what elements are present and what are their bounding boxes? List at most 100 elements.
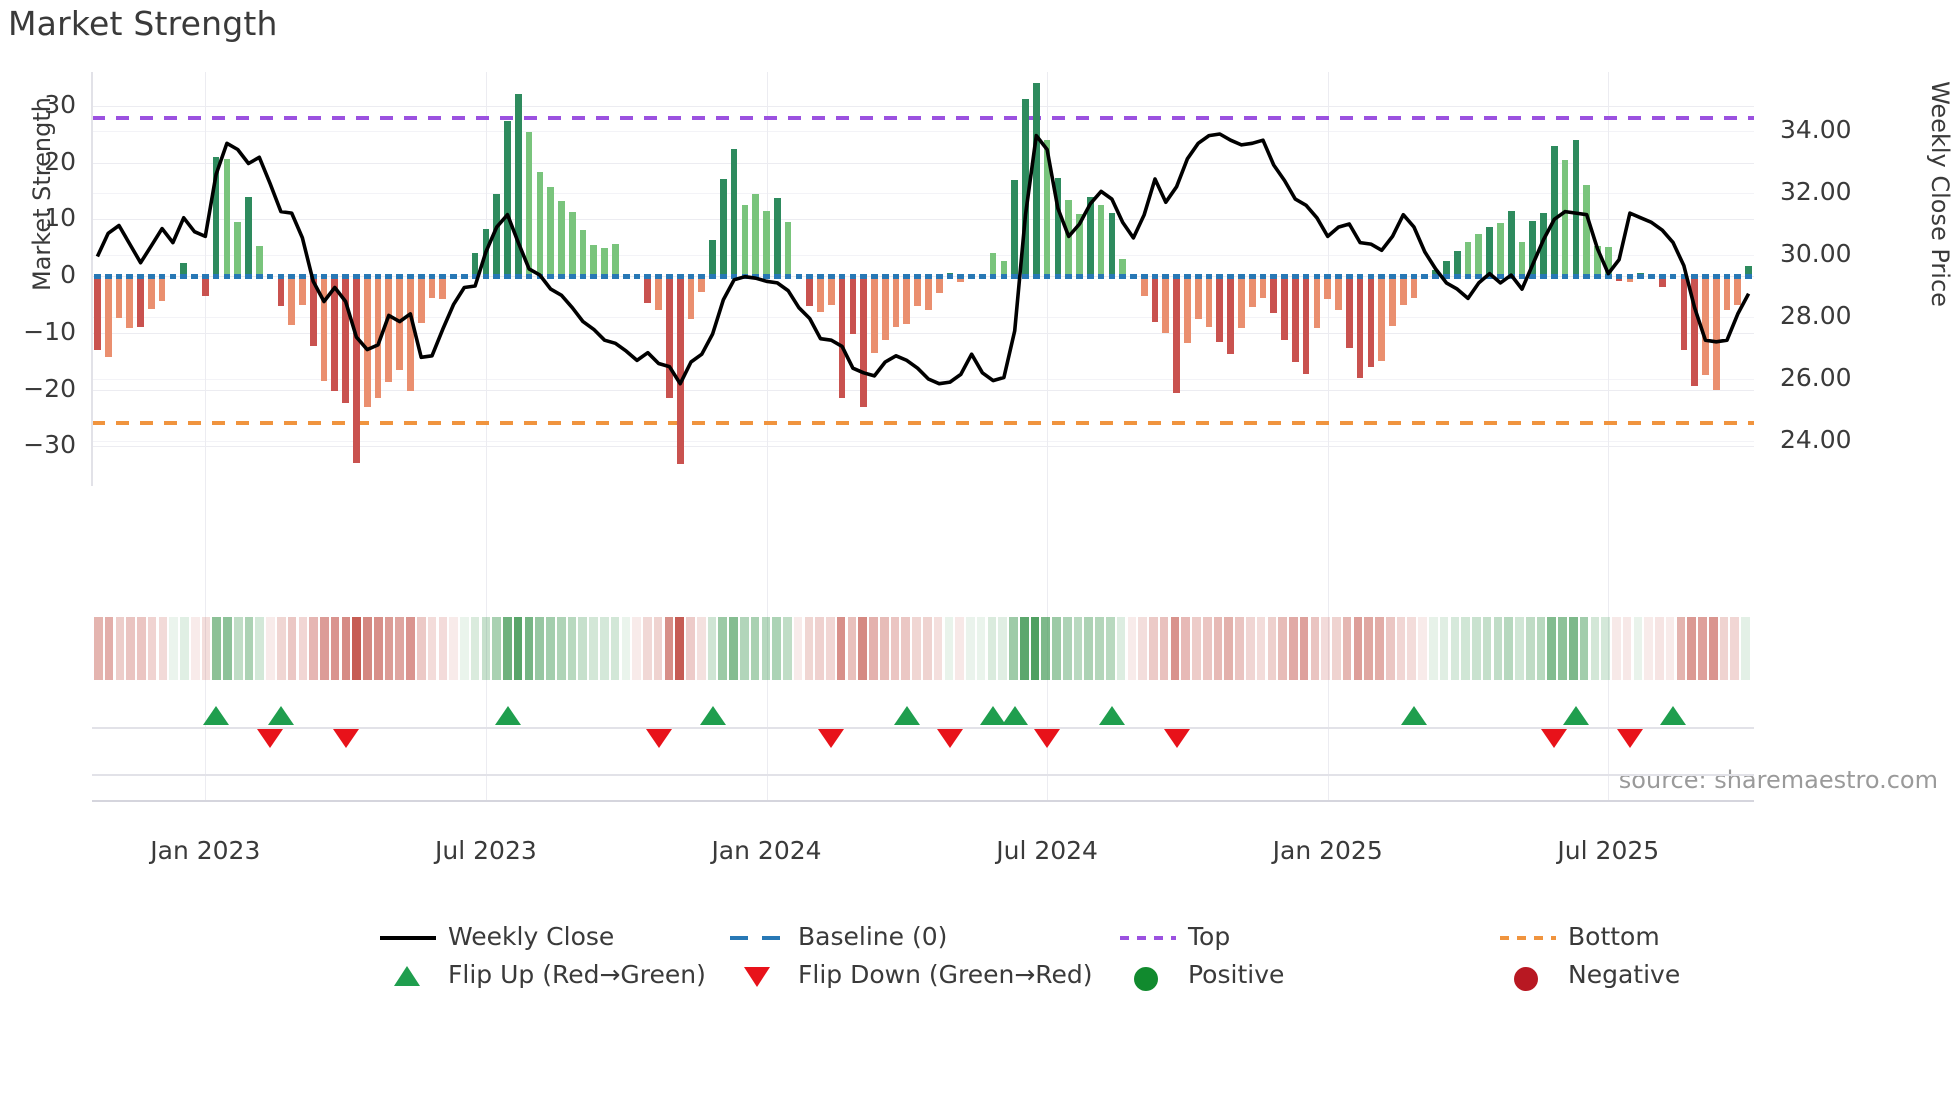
- gridline-v: [1608, 72, 1610, 800]
- flip-up-marker[interactable]: [1001, 706, 1028, 725]
- strength-bar: [1712, 276, 1720, 390]
- heatmap-cell: [793, 617, 803, 680]
- heatmap-cell: [470, 617, 480, 680]
- triangle-up-icon: [394, 966, 420, 986]
- heatmap-cell: [395, 617, 405, 680]
- reference-line-top: [92, 115, 1754, 120]
- strength-bar: [676, 276, 684, 464]
- heatmap-cell: [1170, 617, 1180, 680]
- baseline-stub: [957, 274, 965, 280]
- heatmap-cell: [1289, 617, 1298, 680]
- strength-bar: [94, 276, 101, 351]
- heatmap-cell: [287, 617, 297, 680]
- strength-bar: [644, 276, 652, 304]
- strength-bar: [925, 276, 932, 311]
- flip-down-marker[interactable]: [645, 729, 672, 748]
- baseline-stub: [622, 274, 630, 280]
- strength-bar: [309, 276, 317, 347]
- strength-bar: [1540, 212, 1547, 277]
- heatmap-cell: [1482, 617, 1492, 680]
- y-tick-left: −30: [23, 430, 76, 460]
- heatmap-cell: [147, 617, 157, 680]
- heatmap-cell: [1030, 617, 1040, 680]
- strength-bar: [245, 196, 252, 277]
- baseline-stub: [935, 274, 943, 280]
- flip-up-marker[interactable]: [1562, 706, 1589, 725]
- flip-up-marker[interactable]: [893, 706, 920, 725]
- strength-bar: [1367, 276, 1375, 367]
- heatmap-cell: [836, 617, 846, 680]
- strength-bar: [299, 276, 306, 305]
- strength-bar: [1194, 276, 1202, 319]
- strength-bar: [1378, 276, 1385, 361]
- strength-bar: [773, 198, 781, 277]
- strength-bar: [1076, 213, 1083, 277]
- strength-bar: [752, 193, 760, 277]
- heatmap-cell: [1192, 617, 1201, 680]
- flip-down-marker[interactable]: [936, 729, 963, 748]
- baseline-stub: [1615, 274, 1623, 280]
- baseline-stub: [245, 274, 252, 280]
- strength-bar: [1259, 276, 1267, 298]
- baseline-stub: [212, 274, 220, 280]
- heatmap-cell: [600, 617, 609, 680]
- flip-up-marker[interactable]: [1660, 706, 1687, 725]
- baseline-stub: [1389, 274, 1396, 280]
- heatmap-cell: [610, 617, 620, 680]
- heatmap-cell: [1644, 617, 1653, 680]
- flip-up-marker[interactable]: [1098, 706, 1125, 725]
- flip-down-marker[interactable]: [1034, 729, 1061, 748]
- baseline-stub: [1443, 274, 1450, 280]
- heatmap-cell: [1095, 617, 1104, 680]
- heatmap-cell: [1579, 617, 1589, 680]
- y-tick-left: −20: [23, 373, 76, 403]
- strength-bar: [1108, 212, 1116, 277]
- heatmap-cell: [686, 617, 695, 680]
- flip-down-marker[interactable]: [1163, 729, 1190, 748]
- flip-up-marker[interactable]: [699, 706, 726, 725]
- gridline-v: [485, 72, 487, 800]
- flip-down-marker[interactable]: [1616, 729, 1643, 748]
- heatmap-cell: [1278, 617, 1287, 680]
- baseline-stub: [234, 274, 242, 280]
- flip-up-marker[interactable]: [203, 706, 230, 725]
- gridline-h-right: [92, 254, 1754, 256]
- heatmap-cell: [1235, 617, 1244, 680]
- strength-bar: [514, 93, 522, 277]
- heatmap-cell: [1364, 617, 1374, 680]
- flip-down-marker[interactable]: [332, 729, 359, 748]
- flip-up-marker[interactable]: [494, 706, 521, 725]
- baseline-stub: [655, 274, 662, 280]
- baseline-stub: [1712, 274, 1720, 280]
- heatmap-cell: [1525, 617, 1535, 680]
- baseline-stub: [1108, 274, 1116, 280]
- strength-bar: [374, 276, 382, 398]
- heatmap-cell: [858, 617, 867, 680]
- flip-up-marker[interactable]: [1401, 706, 1428, 725]
- flip-up-marker[interactable]: [980, 706, 1007, 725]
- legend-label: Positive: [1188, 960, 1285, 989]
- heatmap-cell: [1741, 617, 1750, 680]
- flip-down-marker[interactable]: [818, 729, 845, 748]
- strength-bar: [1572, 140, 1580, 277]
- strength-bar: [1291, 276, 1299, 363]
- y-tick-left: 0: [60, 260, 76, 290]
- strength-bar: [137, 276, 144, 328]
- y-tick-right: 24.00: [1780, 425, 1852, 455]
- heatmap-cell: [1655, 617, 1664, 680]
- baseline-stub: [1076, 274, 1083, 280]
- flip-up-marker[interactable]: [267, 706, 294, 725]
- x-tick: Jul 2023: [435, 836, 537, 865]
- strength-bar: [1270, 276, 1278, 314]
- heatmap-cell: [1106, 617, 1115, 680]
- flip-down-marker[interactable]: [257, 729, 284, 748]
- heatmap-cell: [1138, 617, 1147, 680]
- strength-bar: [126, 276, 134, 329]
- strength-bar: [1464, 242, 1472, 277]
- heatmap-cell: [976, 617, 986, 680]
- heatmap-cell: [1396, 617, 1406, 680]
- strength-bar: [860, 276, 867, 407]
- baseline-stub: [309, 274, 317, 280]
- flip-down-marker[interactable]: [1541, 729, 1568, 748]
- baseline-stub: [827, 274, 835, 280]
